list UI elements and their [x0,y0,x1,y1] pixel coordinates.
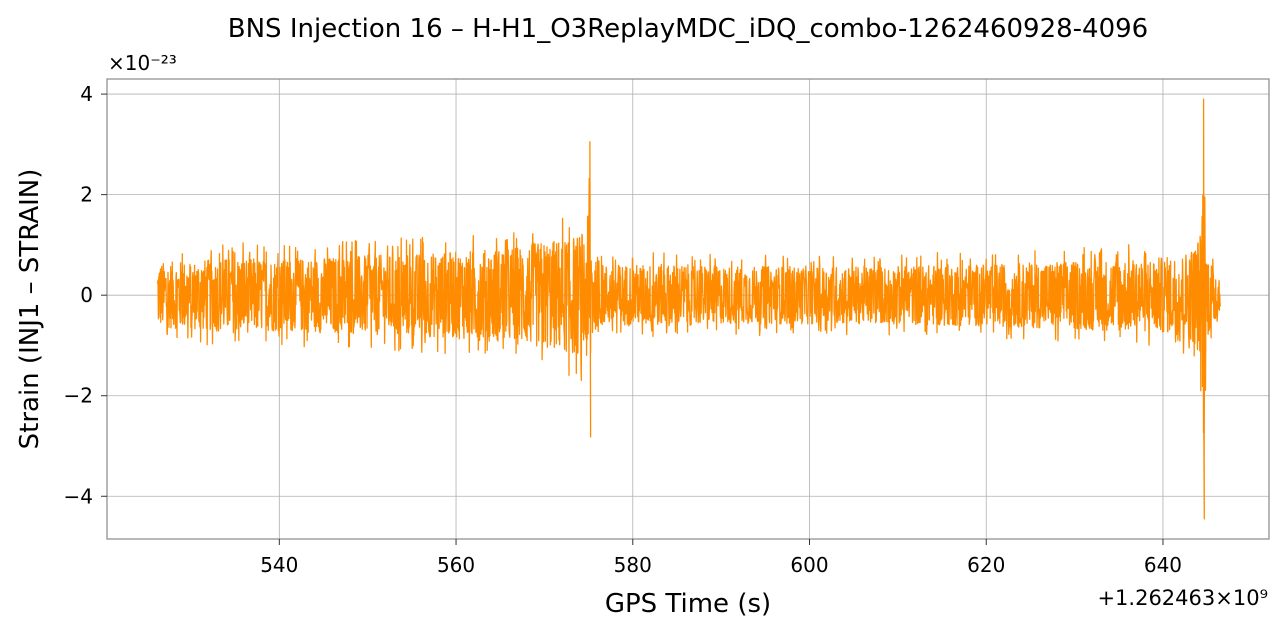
x-tick-label: 560 [437,553,475,577]
x-tick-label: 540 [260,553,298,577]
y-tick-label: −4 [64,484,93,508]
y-tick-label: 4 [80,82,93,106]
y-tick-label: 0 [80,283,93,307]
y-scale-label: ×10⁻²³ [108,51,177,75]
x-tick-label: 620 [967,553,1005,577]
x-tick-label: 600 [790,553,828,577]
x-tick-label: 580 [614,553,652,577]
x-axis-label: GPS Time (s) [605,589,771,619]
y-axis-label: Strain (INJ1 – STRAIN) [15,169,45,450]
y-axis-ticks: 4 2 0 −2 −4 [64,82,107,508]
strain-signal-line [156,98,1222,520]
x-tick-label: 640 [1144,553,1182,577]
x-axis-ticks: 540 560 580 600 620 640 [260,539,1182,577]
chart-title: BNS Injection 16 – H-H1_O3ReplayMDC_iDQ_… [228,14,1148,44]
y-tick-label: 2 [80,183,93,207]
plot-frame [106,78,1270,540]
x-offset-label: +1.262463×10⁹ [1097,586,1268,610]
y-tick-label: −2 [64,384,93,408]
